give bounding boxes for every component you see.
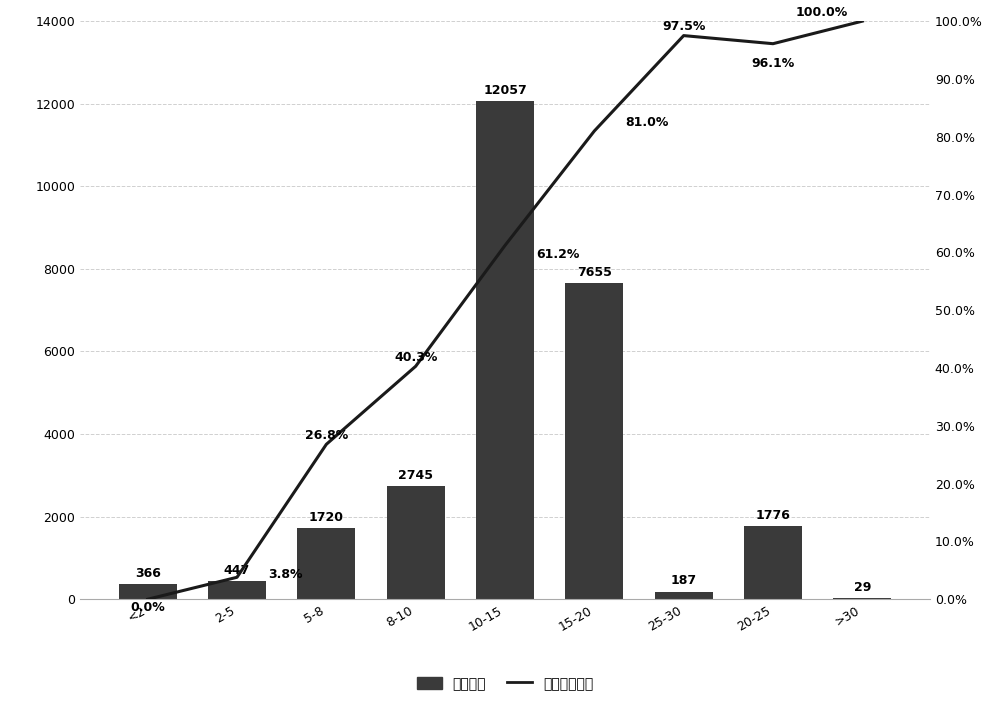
Text: 1720: 1720 [309, 511, 344, 524]
Text: 40.3%: 40.3% [394, 351, 437, 364]
Bar [476, 102, 534, 599]
Text: 447: 447 [224, 564, 250, 577]
Text: 26.8%: 26.8% [305, 429, 348, 442]
Bar [208, 581, 266, 599]
Text: 61.2%: 61.2% [536, 247, 580, 261]
Text: 187: 187 [671, 575, 697, 587]
Text: 100.0%: 100.0% [796, 6, 848, 19]
Text: 97.5%: 97.5% [662, 20, 705, 33]
Text: 3.8%: 3.8% [268, 568, 303, 581]
Legend: 欠费户次, 平均欠费比例: 欠费户次, 平均欠费比例 [411, 671, 599, 697]
Text: 2745: 2745 [398, 469, 433, 482]
Text: 366: 366 [135, 567, 161, 580]
Text: 81.0%: 81.0% [626, 116, 669, 129]
Text: 7655: 7655 [577, 266, 612, 279]
Bar [387, 486, 445, 599]
Text: 29: 29 [854, 581, 871, 594]
Bar [744, 526, 802, 599]
Text: 12057: 12057 [483, 85, 527, 97]
Bar [297, 528, 355, 599]
Bar [119, 584, 177, 599]
Bar [833, 598, 891, 599]
Bar [565, 283, 623, 599]
Bar [655, 591, 713, 599]
Text: 0.0%: 0.0% [130, 601, 165, 615]
Text: 96.1%: 96.1% [751, 57, 795, 70]
Text: 1776: 1776 [756, 509, 790, 522]
